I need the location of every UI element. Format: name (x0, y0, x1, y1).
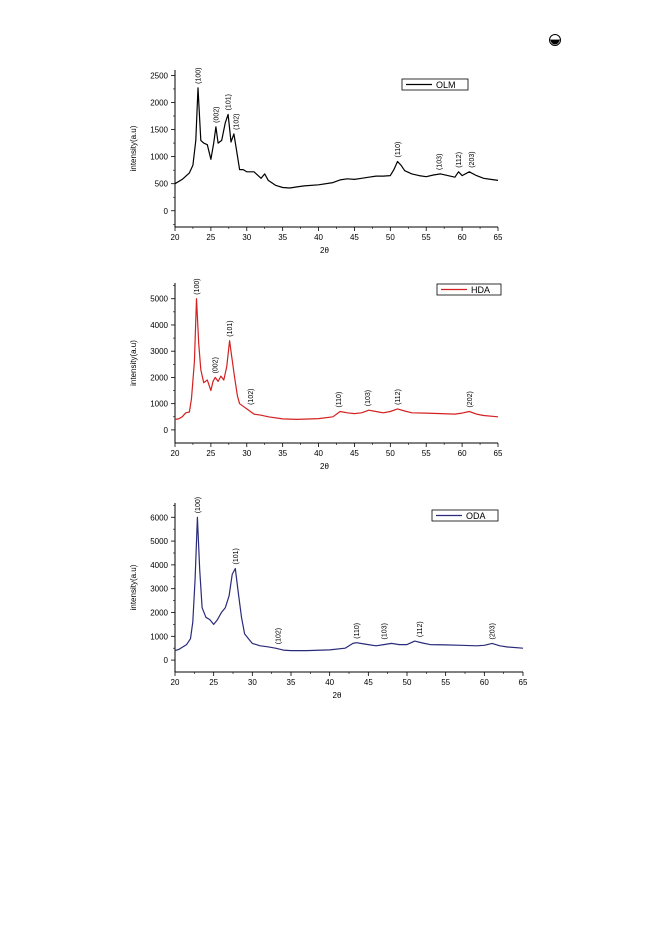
peak-label: (101) (227, 320, 234, 336)
y-tick-label: 5000 (150, 295, 168, 304)
x-axis-title: 2θ (320, 462, 329, 471)
x-tick-label: 35 (287, 678, 296, 687)
corner-symbol-icon (549, 34, 561, 46)
x-tick-label: 20 (171, 233, 180, 242)
x-tick-label: 20 (171, 678, 180, 687)
series-line-oda (174, 516, 524, 652)
legend-label: OLM (436, 80, 456, 90)
x-tick-label: 65 (494, 449, 503, 458)
y-tick-label: 2500 (150, 71, 168, 80)
peak-label: (101) (233, 548, 240, 564)
series-line-hda (174, 298, 499, 420)
x-tick-label: 30 (242, 233, 251, 242)
x-tick-label: 30 (248, 678, 257, 687)
peak-label: (203) (469, 151, 476, 167)
x-tick-label: 55 (422, 449, 431, 458)
y-tick-label: 0 (164, 207, 169, 216)
y-tick-label: 0 (164, 426, 169, 435)
peak-label: (002) (213, 107, 220, 123)
x-tick-label: 60 (458, 449, 467, 458)
peak-label: (102) (275, 628, 282, 644)
legend-label: ODA (466, 511, 486, 521)
charts-group: 20 25 30 35 40 45 50 55 60 6505001000150020002500… (129, 68, 528, 700)
x-tick-label: 35 (278, 233, 287, 242)
peak-label: (112) (456, 152, 463, 168)
y-tick-label: 4000 (150, 321, 168, 330)
peak-label: (203) (490, 623, 497, 639)
y-tick-label: 1000 (150, 153, 168, 162)
peak-label: (110) (395, 142, 402, 158)
y-tick-label: 1500 (150, 126, 168, 135)
x-axis-title: 2θ (320, 246, 329, 255)
peak-label: (100) (195, 497, 202, 513)
legend-box (401, 78, 469, 91)
legend-box (431, 509, 499, 522)
series-line-olm (174, 87, 499, 189)
x-tick-label: 40 (325, 678, 334, 687)
x-tick-label: 45 (350, 449, 359, 458)
peak-label: (112) (395, 389, 402, 405)
x-tick-label: 40 (314, 233, 323, 242)
x-tick-label: 65 (494, 233, 503, 242)
y-axis-title: intensity(a.u) (129, 340, 138, 386)
y-tick-label: 6000 (150, 513, 168, 522)
x-axis-title: 2θ (333, 691, 342, 700)
y-axis-title: intensity(a.u) (129, 125, 138, 171)
x-tick-label: 25 (206, 233, 215, 242)
peak-label: (110) (336, 392, 343, 408)
chart-panel-3: 20 25 30 35 40 45 50 55 60 65 0 1000 2000 3000 4000 500… (129, 497, 528, 700)
x-tick-label: 60 (480, 678, 489, 687)
y-tick-label: 2000 (150, 373, 168, 382)
x-tick-label: 40 (314, 449, 323, 458)
y-tick-label: 2000 (150, 608, 168, 617)
y-tick-label: 1000 (150, 400, 168, 409)
peak-label: (110) (354, 623, 361, 639)
y-tick-label: 3000 (150, 347, 168, 356)
x-tick-label: 55 (441, 678, 450, 687)
x-tick-label: 30 (242, 449, 251, 458)
y-tick-label: 500 (155, 180, 169, 189)
chart-panel-2: 20 25 30 35 40 45 50 55 60 65 0 1000 2000 3000 4000 500… (129, 278, 503, 471)
x-tick-label: 35 (278, 449, 287, 458)
y-tick-label: 4000 (150, 561, 168, 570)
x-tick-label: 50 (386, 449, 395, 458)
x-tick-label: 50 (403, 678, 412, 687)
legend-label: HDA (471, 285, 490, 295)
chart-panel-1: 20 25 30 35 40 45 50 55 60 65 0 500 1000 1500 2000 2500… (129, 68, 503, 255)
peak-label: (100) (195, 68, 202, 84)
peak-label: (100) (194, 278, 201, 294)
y-axis-title: intensity(a.u) (129, 564, 138, 610)
x-tick-label: 20 (171, 449, 180, 458)
peak-label: (112) (417, 621, 424, 637)
peak-label: (103) (381, 623, 388, 639)
peak-label: (202) (467, 391, 474, 407)
y-tick-label: 5000 (150, 537, 168, 546)
peak-label: (102) (248, 389, 255, 405)
x-tick-label: 50 (386, 233, 395, 242)
x-tick-label: 25 (209, 678, 218, 687)
x-tick-label: 25 (206, 449, 215, 458)
peak-label: (101) (226, 94, 233, 110)
y-tick-label: 3000 (150, 585, 168, 594)
peak-label: (103) (437, 154, 444, 170)
x-tick-label: 55 (422, 233, 431, 242)
x-tick-label: 45 (364, 678, 373, 687)
x-tick-label: 65 (519, 678, 528, 687)
y-tick-label: 0 (164, 656, 169, 665)
y-tick-label: 1000 (150, 632, 168, 641)
x-tick-label: 60 (458, 233, 467, 242)
peak-label: (103) (365, 390, 372, 406)
peak-label: (102) (234, 114, 241, 130)
x-tick-label: 45 (350, 233, 359, 242)
y-tick-label: 2000 (150, 98, 168, 107)
peak-label: (002) (213, 357, 220, 373)
legend-box (436, 283, 502, 296)
